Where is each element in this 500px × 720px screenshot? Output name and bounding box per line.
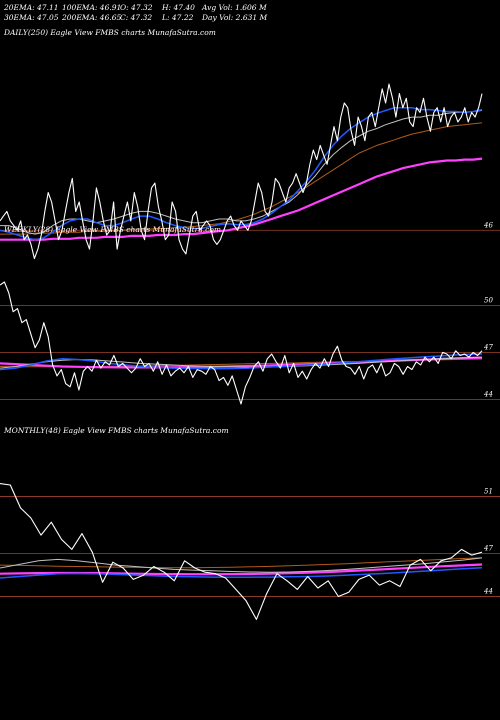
monthly-tick-label: 47 bbox=[483, 545, 493, 553]
daily-panel-title: DAILY(250) Eagle View FMBS charts Munafa… bbox=[4, 28, 216, 37]
header-ema30: 30EMA: 47.05 bbox=[4, 13, 59, 22]
monthly-panel-title: MONTHLY(48) Eagle View FMBS charts Munaf… bbox=[4, 426, 229, 435]
monthly-series-price bbox=[0, 483, 483, 620]
daily-series-price bbox=[0, 83, 483, 260]
weekly-tick-label: 50 bbox=[484, 296, 493, 304]
header-day-vol: Day Vol: 2.631 M bbox=[202, 13, 268, 22]
header-ema20: 20EMA: 47.11 bbox=[4, 3, 59, 12]
daily-series-ema-200 bbox=[0, 122, 483, 235]
header-ema100: 100EMA: 46.91 bbox=[62, 3, 122, 12]
daily-panel: 46 bbox=[0, 83, 500, 260]
header-low: L: 47.22 bbox=[162, 13, 194, 22]
weekly-tick-label: 44 bbox=[483, 390, 493, 398]
daily-series-ema-mid bbox=[0, 106, 483, 241]
daily-series-ema-short bbox=[0, 110, 483, 235]
daily-series-ema-long bbox=[0, 157, 483, 241]
weekly-panel: 50 47 44 bbox=[0, 281, 500, 405]
monthly-tick-label: 51 bbox=[484, 487, 493, 495]
weekly-panel-title: WEEKLY(28) Eagle View FMBS charts Munafa… bbox=[4, 225, 221, 234]
monthly-panel: 51 47 44 bbox=[0, 483, 500, 620]
header-open: O: 47.32 bbox=[120, 3, 153, 12]
daily-tick-label: 46 bbox=[483, 221, 493, 229]
header-ema200: 200EMA: 46.65 bbox=[62, 13, 122, 22]
header-high: H: 47.40 bbox=[162, 3, 195, 12]
monthly-series-ema-short bbox=[0, 557, 483, 573]
header-avg-vol: Avg Vol: 1.606 M bbox=[202, 3, 267, 12]
weekly-series-ema-mid bbox=[0, 353, 483, 371]
header-close: C: 47.32 bbox=[120, 13, 153, 22]
monthly-tick-label: 44 bbox=[483, 588, 493, 596]
weekly-series-price bbox=[0, 281, 483, 405]
monthly-series-ema-mid bbox=[0, 566, 483, 579]
monthly-series-ema-200 bbox=[0, 557, 483, 569]
weekly-tick-label: 47 bbox=[483, 343, 493, 351]
